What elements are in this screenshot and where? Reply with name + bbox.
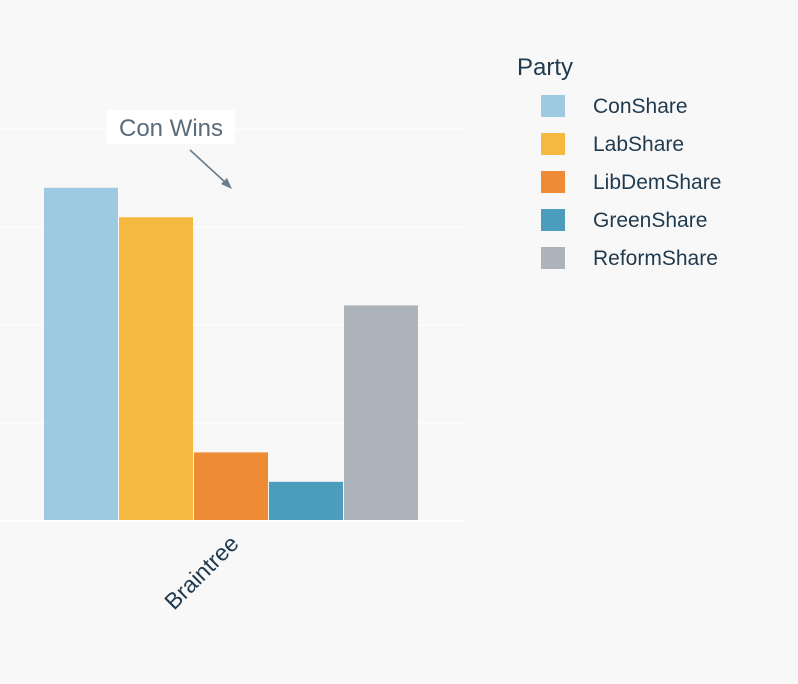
annotation-arrowhead: [221, 178, 232, 189]
legend: Party ConShare LabShare LibDemShare GreenSh…: [517, 54, 721, 270]
bar-labshare: [119, 217, 193, 521]
annotation-text: Con Wins: [119, 115, 223, 142]
legend-swatch-conshare: [541, 95, 565, 117]
legend-swatch-greenshare: [541, 209, 565, 231]
legend-label-reformshare: ReformShare: [593, 247, 718, 270]
bar-conshare: [44, 187, 118, 522]
legend-swatch-reformshare: [541, 247, 565, 269]
x-tick-label: Braintree: [159, 530, 243, 614]
bar-greenshare: [269, 481, 343, 521]
legend-title: Party: [517, 54, 573, 81]
legend-label-libdemshare: LibDemShare: [593, 171, 721, 194]
annotation-arrow: [189, 149, 227, 184]
annotation-box: [107, 110, 235, 144]
legend-label-greenshare: GreenShare: [593, 209, 707, 232]
legend-label-labshare: LabShare: [593, 133, 684, 156]
legend-label-conshare: ConShare: [593, 95, 688, 118]
annotation: Con Wins: [107, 110, 235, 189]
bars: [44, 187, 418, 522]
bar-reformshare: [344, 305, 418, 521]
legend-swatch-labshare: [541, 133, 565, 155]
bar-libdemshare: [194, 452, 268, 521]
legend-swatch-libdemshare: [541, 171, 565, 193]
